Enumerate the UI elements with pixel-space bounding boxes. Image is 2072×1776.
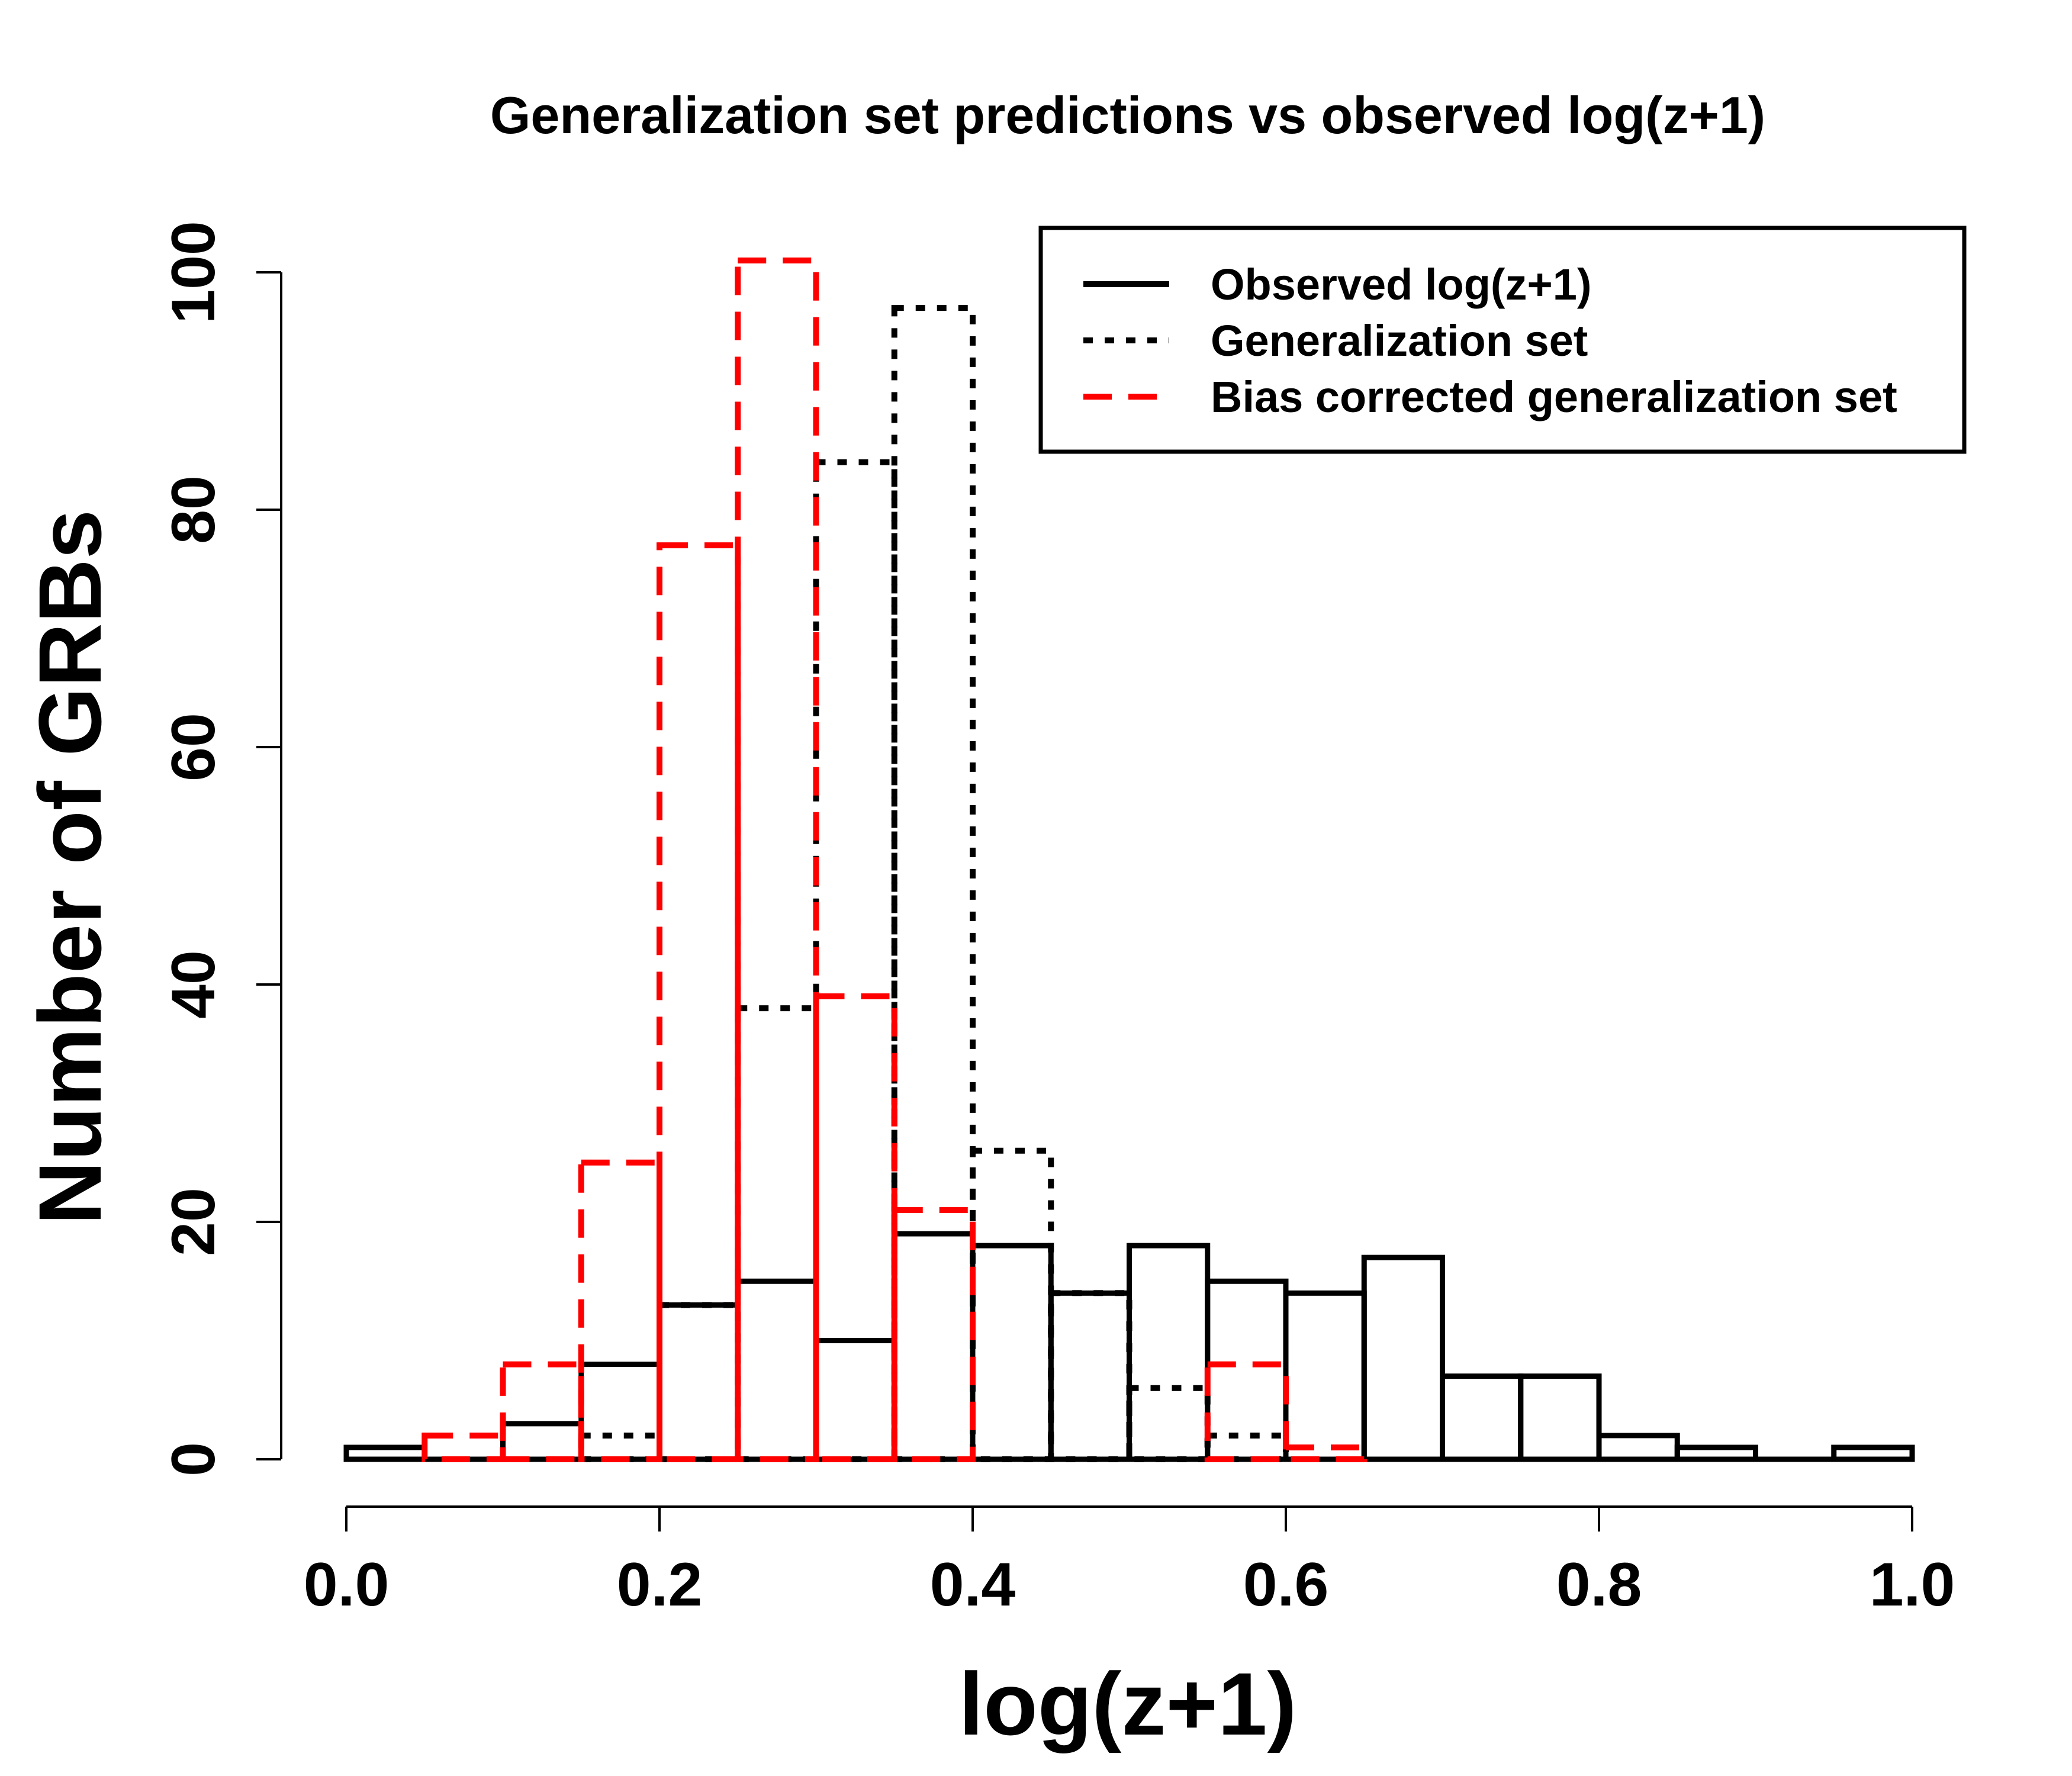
histogram-bar [578, 1432, 662, 1462]
histogram-bar [1204, 1432, 1289, 1462]
histogram-bar [578, 1362, 662, 1462]
x-axis-label: log(z+1) [959, 1654, 1297, 1754]
histogram-bar [1361, 1254, 1445, 1462]
x-axis: 0.0 0.2 0.4 0.6 0.8 1.0 [304, 1505, 1955, 1619]
histogram-bar [1048, 1290, 1132, 1462]
histogram-bar [657, 542, 741, 1462]
y-tick-label: 80 [159, 475, 228, 544]
plot-area [343, 257, 1915, 1463]
y-tick-label: 0 [159, 1442, 228, 1476]
y-tick-label: 20 [159, 1188, 228, 1256]
histogram-bar [892, 1231, 976, 1462]
histogram-bar [735, 257, 819, 1463]
legend-label: Generalization set [1211, 316, 1588, 365]
histogram-bar [813, 993, 897, 1463]
histogram-bar [1283, 1290, 1367, 1462]
y-tick-label: 40 [159, 950, 228, 1019]
x-tick-label: 0.6 [1243, 1550, 1329, 1619]
histogram-bar [970, 1147, 1054, 1462]
histogram-bar [578, 1159, 662, 1462]
histogram-bar [970, 1243, 1054, 1462]
x-tick-label: 0.8 [1556, 1550, 1642, 1619]
x-tick-label: 0.0 [304, 1550, 390, 1619]
histogram-bar [1596, 1433, 1680, 1462]
histogram-bar [735, 1005, 819, 1462]
y-axis: 0 20 40 60 80 100 [159, 221, 282, 1476]
histogram-bar [1204, 1361, 1289, 1463]
series-2 [578, 305, 1289, 1463]
histogram-bar [1127, 1243, 1211, 1462]
histogram-bar [891, 1206, 976, 1462]
x-tick-label: 0.2 [617, 1550, 703, 1619]
chart-title: Generalization set predictions vs observ… [490, 86, 1765, 144]
x-tick-label: 0.4 [930, 1550, 1016, 1619]
y-tick-label: 100 [159, 221, 228, 324]
histogram-bar [1205, 1278, 1289, 1462]
histogram-bar [657, 1302, 741, 1463]
histogram-bar [343, 1444, 427, 1462]
histogram-bar [891, 305, 976, 1462]
histogram-bar [422, 1432, 506, 1462]
histogram-bar [1126, 1385, 1211, 1462]
legend-box [1038, 226, 1967, 454]
y-axis-label: Number of GRBs [20, 510, 120, 1225]
histogram-bar [500, 1421, 584, 1462]
legend-label: Observed log(z+1) [1211, 260, 1592, 309]
histogram-bar [813, 1338, 897, 1462]
histogram-bar [1518, 1373, 1602, 1462]
legend-label: Bias corrected generalization set [1211, 372, 1897, 422]
histogram-bar [657, 1302, 741, 1462]
x-tick-label: 1.0 [1870, 1550, 1955, 1619]
histogram-bar [1048, 1290, 1132, 1463]
histogram-bar [500, 1361, 584, 1463]
series-3 [422, 257, 1368, 1463]
histogram-bar [1674, 1444, 1758, 1462]
legend: Observed log(z+1) Generalization set Bias … [1038, 226, 1967, 454]
histogram-bar [735, 1278, 819, 1462]
histogram-bar [813, 459, 897, 1462]
histogram-bar [1831, 1444, 1915, 1462]
y-tick-label: 60 [159, 713, 228, 781]
histogram-bar [1440, 1373, 1524, 1462]
